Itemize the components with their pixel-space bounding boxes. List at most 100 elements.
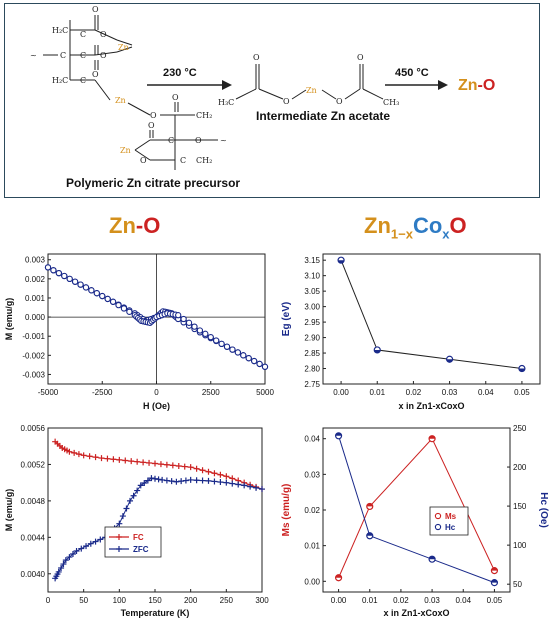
data-point — [120, 305, 128, 312]
data-point — [134, 458, 141, 465]
x-tick-label: 0.02 — [393, 596, 409, 605]
data-point — [130, 492, 137, 499]
y-tick-label: -0.001 — [22, 332, 45, 341]
data-point — [123, 505, 130, 512]
synthesis-scheme: H₂C C O Zn O ~ C C O O H₂C C Zn O O CH₂ … — [30, 5, 495, 170]
heading-zno-dash: - — [135, 213, 144, 238]
y-right-tick-label: 200 — [513, 463, 527, 472]
x-tick-label: 0.02 — [406, 388, 422, 397]
data-point — [58, 565, 65, 572]
data-point — [148, 475, 155, 482]
data-point-fill — [518, 368, 525, 372]
y-tick-label: 2.90 — [304, 334, 320, 343]
data-point — [55, 269, 62, 277]
product-label: Zn-O — [458, 77, 495, 94]
data-point — [159, 476, 166, 483]
data-point — [241, 482, 248, 489]
data-point — [82, 284, 90, 291]
data-point — [75, 451, 82, 458]
data-point — [152, 475, 158, 482]
data-point-fill — [338, 260, 345, 264]
data-point — [187, 464, 194, 471]
data-point — [110, 456, 117, 463]
x-tick-label: 0.04 — [455, 596, 471, 605]
data-point — [205, 477, 212, 484]
data-point — [66, 448, 73, 455]
product-o: O — [483, 77, 495, 94]
data-point — [109, 298, 117, 305]
legend-label: Ms — [445, 512, 457, 521]
zn-acetate-structure — [235, 64, 384, 100]
data-point — [71, 449, 78, 456]
y-tick-label: 0.000 — [25, 313, 46, 322]
y-right-tick-label: 150 — [513, 502, 527, 511]
y-tick-label: 3.00 — [304, 303, 320, 312]
data-point — [199, 467, 206, 474]
data-point — [157, 461, 164, 468]
svg-text:H₂C: H₂C — [52, 76, 68, 85]
data-point — [193, 465, 200, 472]
data-point-fill — [366, 532, 373, 536]
data-point — [173, 478, 180, 485]
svg-text:O: O — [100, 51, 107, 60]
heading-zno-o: O — [143, 213, 161, 238]
svg-text:C: C — [180, 156, 186, 165]
x-tick-label: -5000 — [38, 388, 59, 397]
data-point — [127, 497, 134, 504]
y-tick-label: 0.00 — [304, 577, 320, 586]
zn-citrate-labels: H₂C C O Zn O ~ C C O O H₂C C Zn O O CH₂ … — [30, 5, 227, 165]
x-tick-label: 0.01 — [369, 388, 385, 397]
data-point — [185, 319, 193, 326]
x-axis-label: x in Zn1-xCoxO — [398, 401, 464, 411]
x-tick-label: 150 — [148, 596, 162, 605]
data-point — [229, 480, 236, 487]
data-point — [99, 292, 106, 300]
svg-text:Zn: Zn — [306, 86, 317, 95]
x-tick-label: 0 — [154, 388, 159, 397]
svg-text:CH₂: CH₂ — [196, 111, 212, 120]
data-point — [240, 352, 247, 359]
data-point — [163, 477, 170, 484]
svg-text:~: ~ — [30, 51, 37, 60]
y-right-tick-label: 250 — [513, 424, 527, 433]
data-point — [256, 360, 263, 368]
zn-acetate-labels: H₃C O O Zn O O CH₃ — [218, 53, 399, 107]
svg-text:O: O — [283, 97, 290, 106]
heading-zncoo-sub1: 1−x — [390, 226, 413, 242]
data-point — [92, 454, 99, 461]
y-tick-label: 3.05 — [304, 287, 320, 296]
y-tick-label: 0.001 — [25, 294, 46, 303]
data-point — [218, 340, 225, 348]
x-tick-label: 0 — [46, 596, 51, 605]
x-tick-label: 0.01 — [362, 596, 378, 605]
plot-frame — [47, 427, 263, 593]
svg-text:C: C — [80, 76, 86, 85]
data-point — [66, 275, 73, 283]
data-point — [199, 477, 206, 484]
y-axis-label: Eg (eV) — [281, 302, 292, 336]
svg-text:O: O — [92, 70, 99, 79]
svg-text:H₃C: H₃C — [218, 98, 234, 107]
reaction-arrow-1 — [147, 80, 232, 90]
data-point — [86, 453, 93, 460]
data-point — [126, 308, 133, 315]
data-point — [245, 355, 252, 362]
data-point — [169, 462, 176, 469]
svg-text:Zn: Zn — [115, 96, 126, 105]
y-tick-label: 0.03 — [304, 470, 320, 479]
data-point — [119, 513, 126, 520]
data-point — [217, 479, 224, 486]
data-point — [87, 540, 94, 547]
data-point — [211, 478, 218, 485]
data-point — [80, 452, 87, 459]
data-point — [73, 548, 80, 554]
svg-text:H₂C: H₂C — [52, 26, 68, 35]
data-point — [175, 312, 182, 319]
data-point — [152, 460, 158, 467]
x-tick-label: 0.00 — [333, 388, 349, 397]
data-point — [191, 323, 198, 330]
heading-zncoo-co: Co — [412, 213, 443, 238]
data-point — [146, 459, 153, 466]
zn-citrate-structure — [43, 15, 218, 170]
data-point-fill — [491, 579, 498, 583]
